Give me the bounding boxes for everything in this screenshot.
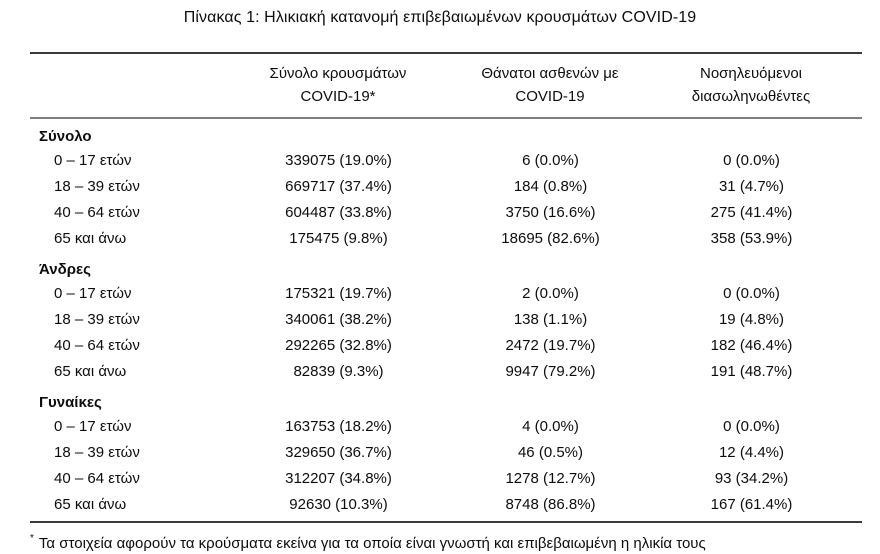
deaths-cell: 184 (0.8%) (513, 178, 588, 195)
table-row: 65 και άνω 92630 (10.3%) 8748 (86.8%) 16… (30, 492, 862, 518)
table-title: Πίνακας 1: Ηλικιακή κατανομή επιβεβαιωμέ… (183, 9, 697, 26)
age-cell: 18 – 39 ετών (54, 444, 140, 461)
table-row: 18 – 39 ετών 340061 (38.2%) 138 (1.1%) 1… (30, 307, 862, 333)
footnote-asterisk: * (30, 533, 34, 544)
intubated-cell: 191 (48.7%) (710, 363, 793, 380)
header-total-cases-line1: Σύνολο κρουσμάτων (269, 65, 407, 82)
header-intubated-line2: διασωληνωθέντες (691, 88, 811, 105)
section-label: Άνδρες (39, 261, 91, 278)
section-women: Γυναίκες (30, 385, 862, 414)
section-total: Σύνολο (30, 118, 862, 148)
intubated-cell: 0 (0.0%) (723, 152, 780, 169)
age-cell: 0 – 17 ετών (54, 152, 132, 169)
header-intubated-line1: Νοσηλευόμενοι (699, 65, 802, 82)
header-deaths-line1: Θάνατοι ασθενών με (481, 65, 619, 82)
age-cell: 40 – 64 ετών (54, 204, 140, 221)
deaths-cell: 8748 (86.8%) (505, 496, 596, 513)
intubated-cell: 0 (0.0%) (723, 418, 780, 435)
age-cell: 0 – 17 ετών (54, 285, 132, 302)
header-total-cases: Σύνολο κρουσμάτων COVID-19* (242, 54, 448, 119)
table-row: 65 και άνω 175475 (9.8%) 18695 (82.6%) 3… (30, 226, 862, 252)
data-table: Σύνολο κρουσμάτων COVID-19* Θάνατοι ασθε… (30, 54, 862, 518)
cases-cell: 175321 (19.7%) (285, 285, 392, 302)
table-row: 18 – 39 ετών 669717 (37.4%) 184 (0.8%) 3… (30, 174, 862, 200)
header-total-cases-line2: COVID-19* (300, 88, 376, 105)
cases-cell: 82839 (9.3%) (293, 363, 384, 380)
cases-cell: 312207 (34.8%) (285, 470, 392, 487)
cases-cell: 339075 (19.0%) (285, 152, 392, 169)
section-label: Σύνολο (39, 128, 92, 145)
table-footnote: * Τα στοιχεία αφορούν τα κρούσματα εκείνα… (30, 529, 862, 554)
age-cell: 40 – 64 ετών (54, 337, 140, 354)
cases-cell: 163753 (18.2%) (285, 418, 392, 435)
cases-cell: 292265 (32.8%) (285, 337, 392, 354)
table-header: Σύνολο κρουσμάτων COVID-19* Θάνατοι ασθε… (30, 54, 862, 119)
cases-cell: 175475 (9.8%) (289, 230, 388, 247)
deaths-cell: 9947 (79.2%) (505, 363, 596, 380)
deaths-cell: 2 (0.0%) (522, 285, 579, 302)
header-row: Σύνολο κρουσμάτων COVID-19* Θάνατοι ασθε… (30, 54, 862, 119)
deaths-cell: 18695 (82.6%) (501, 230, 600, 247)
table-row: 40 – 64 ετών 292265 (32.8%) 2472 (19.7%)… (30, 333, 862, 359)
age-cell: 18 – 39 ετών (54, 311, 140, 328)
intubated-cell: 275 (41.4%) (710, 204, 793, 221)
intubated-cell: 19 (4.8%) (718, 311, 785, 328)
intubated-cell: 12 (4.4%) (718, 444, 785, 461)
intubated-cell: 31 (4.7%) (718, 178, 785, 195)
intubated-cell: 167 (61.4%) (710, 496, 793, 513)
intubated-cell: 93 (34.2%) (714, 470, 789, 487)
table-row: 0 – 17 ετών 163753 (18.2%) 4 (0.0%) 0 (0… (30, 414, 862, 440)
deaths-cell: 1278 (12.7%) (505, 470, 596, 487)
table-row: 0 – 17 ετών 339075 (19.0%) 6 (0.0%) 0 (0… (30, 148, 862, 174)
age-cell: 65 και άνω (54, 496, 127, 513)
header-intubated: Νοσηλευόμενοι διασωληνωθέντες (670, 54, 862, 119)
table-row: 18 – 39 ετών 329650 (36.7%) 46 (0.5%) 12… (30, 440, 862, 466)
intubated-cell: 182 (46.4%) (710, 337, 793, 354)
header-corner-cell (30, 54, 242, 119)
deaths-cell: 2472 (19.7%) (505, 337, 596, 354)
cases-cell: 340061 (38.2%) (285, 311, 392, 328)
intubated-cell: 0 (0.0%) (723, 285, 780, 302)
deaths-cell: 3750 (16.6%) (505, 204, 596, 221)
cases-cell: 329650 (36.7%) (285, 444, 392, 461)
cases-cell: 92630 (10.3%) (289, 496, 388, 513)
age-cell: 65 και άνω (54, 363, 127, 380)
deaths-cell: 4 (0.0%) (522, 418, 579, 435)
age-cell: 65 και άνω (54, 230, 127, 247)
cases-cell: 669717 (37.4%) (285, 178, 392, 195)
cases-cell: 604487 (33.8%) (285, 204, 392, 221)
covid-age-table: Σύνολο κρουσμάτων COVID-19* Θάνατοι ασθε… (30, 52, 862, 523)
section-label: Γυναίκες (39, 394, 102, 411)
section-men: Άνδρες (30, 252, 862, 281)
intubated-cell: 358 (53.9%) (710, 230, 793, 247)
table-row: 40 – 64 ετών 312207 (34.8%) 1278 (12.7%)… (30, 466, 862, 492)
deaths-cell: 138 (1.1%) (513, 311, 588, 328)
age-cell: 18 – 39 ετών (54, 178, 140, 195)
deaths-cell: 46 (0.5%) (517, 444, 584, 461)
age-cell: 0 – 17 ετών (54, 418, 132, 435)
footnote-text: Τα στοιχεία αφορούν τα κρούσματα εκείνα … (38, 535, 706, 552)
header-deaths: Θάνατοι ασθενών με COVID-19 (448, 54, 670, 119)
table-row: 40 – 64 ετών 604487 (33.8%) 3750 (16.6%)… (30, 200, 862, 226)
header-deaths-line2: COVID-19 (515, 88, 585, 105)
age-cell: 40 – 64 ετών (54, 470, 140, 487)
table-row: 0 – 17 ετών 175321 (19.7%) 2 (0.0%) 0 (0… (30, 281, 862, 307)
deaths-cell: 6 (0.0%) (522, 152, 579, 169)
table-body: Σύνολο 0 – 17 ετών 339075 (19.0%) 6 (0.0… (30, 118, 862, 518)
table-row: 65 και άνω 82839 (9.3%) 9947 (79.2%) 191… (30, 359, 862, 385)
